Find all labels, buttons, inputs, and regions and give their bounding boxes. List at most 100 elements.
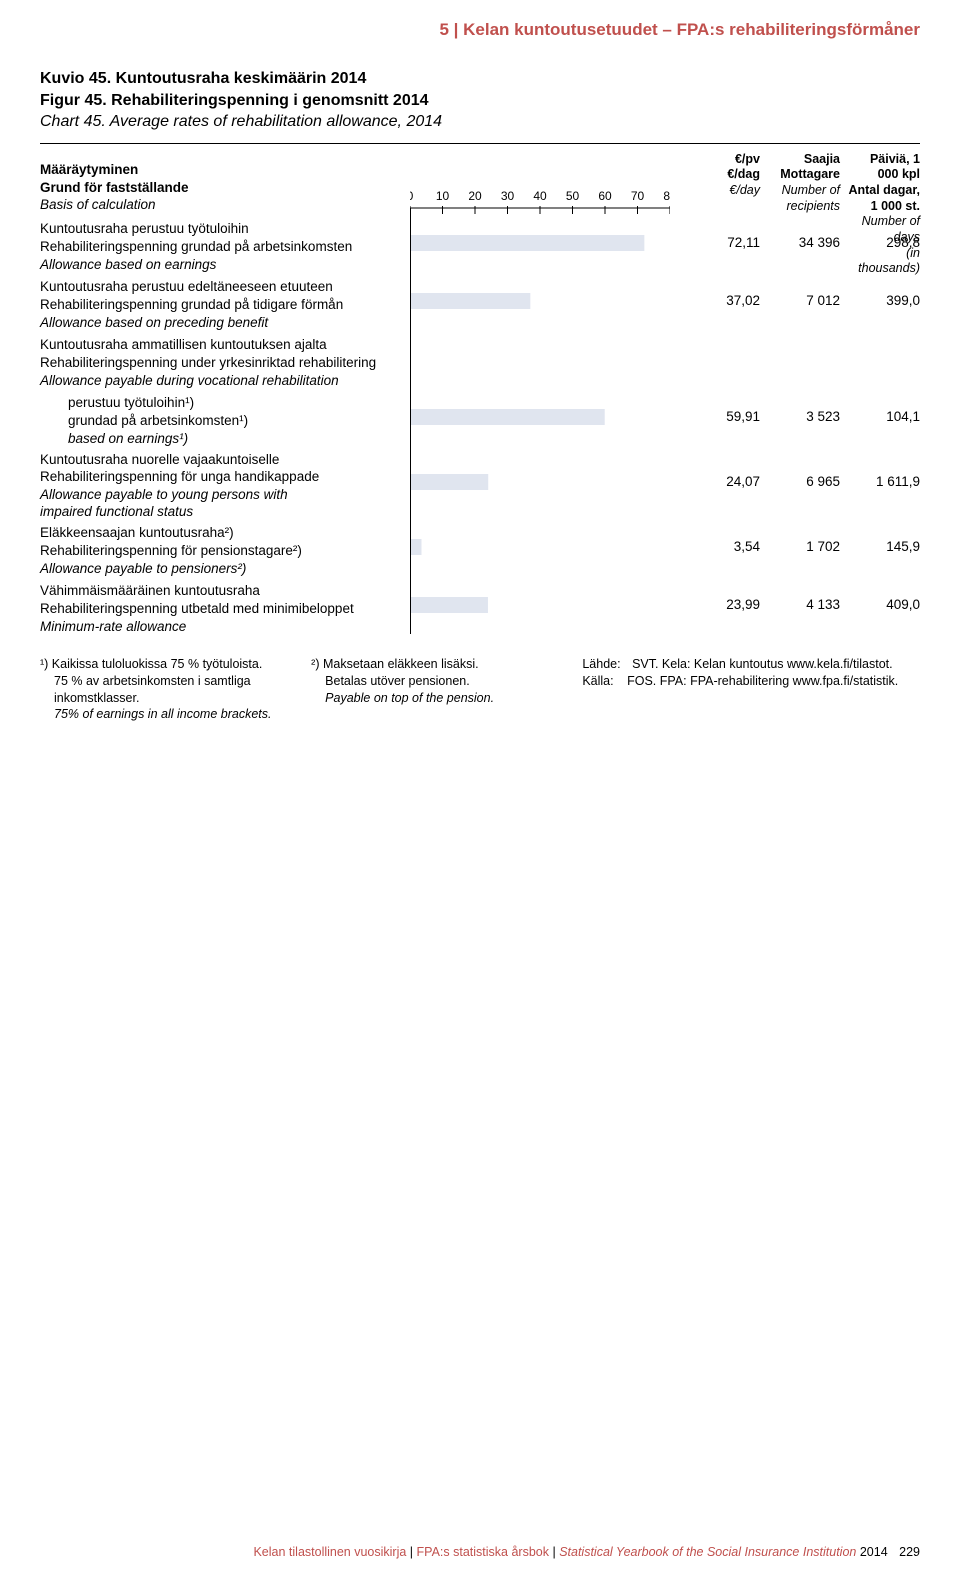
col-header-recipients: Saajia Mottagare Number of recipients (760, 152, 840, 214)
bar-chart: 01020304050607080 (410, 152, 680, 638)
row-label-4-en: Allowance payable to young persons with (40, 486, 410, 504)
row-label-0-en: Allowance based on earnings (40, 256, 410, 274)
val-eurday-5: 3,54 (680, 539, 760, 554)
hdr-rec-sv: Mottagare (766, 167, 840, 183)
data-row-2 (680, 330, 920, 388)
footnotes: ¹) Kaikissa tuloluokissa 75 % työtuloist… (40, 656, 920, 724)
data-columns-header: €/pv €/dag €/day Saajia Mottagare Number… (680, 152, 920, 214)
label-header: Määräytyminen Grund för fastställande Ba… (40, 152, 410, 218)
val-recipients-5: 1 702 (760, 539, 840, 554)
fn1-fi: ¹) Kaikissa tuloluokissa 75 % työtuloist… (40, 656, 281, 673)
row-label-5-en: Allowance payable to pensioners²) (40, 560, 410, 578)
val-recipients-4: 6 965 (760, 474, 840, 489)
val-recipients-6: 4 133 (760, 597, 840, 612)
tick-label-10: 10 (436, 189, 450, 203)
hdr-days-fi: Päiviä, 1 000 kpl (846, 152, 920, 183)
col-header-eurday: €/pv €/dag €/day (680, 152, 760, 214)
fn2-fi: ²) Maksetaan eläkkeen lisäksi. (311, 656, 552, 673)
row-label-6-en: Minimum-rate allowance (40, 618, 410, 636)
source-text-sv: FOS. FPA: FPA-rehabilitering www.fpa.fi/… (627, 674, 898, 688)
row-label-4: Kuntoutusraha nuorelle vajaakuntoiselleR… (40, 450, 410, 522)
hdr-eur-day: €/day (686, 183, 760, 199)
val-eurday-6: 23,99 (680, 597, 760, 612)
row-label-5-fi: Eläkkeensaajan kuntoutusraha²) (40, 524, 410, 542)
source-label-sv: Källa: (582, 674, 613, 688)
row-label-3-fi: perustuu työtuloihin¹) (68, 394, 410, 412)
footer-title: Kelan tilastollinen vuosikirja | FPA:s s… (253, 1545, 887, 1559)
row-label-6: Vähimmäismääräinen kuntoutusrahaRehabili… (40, 580, 410, 638)
row-label-2: Kuntoutusraha ammatillisen kuntoutuksen … (40, 334, 410, 392)
label-header-sv: Grund för fastställande (40, 179, 410, 197)
row-label-3-en: based on earnings¹) (68, 430, 410, 448)
chart-title-sv: Figur 45. Rehabiliteringspenning i genom… (40, 90, 920, 112)
val-days-6: 409,0 (840, 597, 920, 612)
fn1-en: 75% of earnings in all income brackets. (40, 706, 281, 723)
row-label-4-en2: impaired functional status (40, 503, 410, 521)
val-days-3: 104,1 (840, 409, 920, 424)
row-label-0: Kuntoutusraha perustuu työtuloihinRehabi… (40, 218, 410, 276)
page-footer: Kelan tilastollinen vuosikirja | FPA:s s… (40, 1545, 920, 1559)
row-labels: Määräytyminen Grund för fastställande Ba… (40, 152, 410, 638)
fn2-sv: Betalas utöver pensionen. (311, 673, 552, 690)
footnote-1: ¹) Kaikissa tuloluokissa 75 % työtuloist… (40, 656, 281, 724)
page-number: 229 (899, 1545, 920, 1559)
bar-5 (410, 539, 422, 555)
row-label-2-fi: Kuntoutusraha ammatillisen kuntoutuksen … (40, 336, 410, 354)
data-columns: €/pv €/dag €/day Saajia Mottagare Number… (680, 152, 920, 638)
chart-title-en: Chart 45. Average rates of rehabilitatio… (40, 111, 920, 133)
bar-0 (410, 235, 644, 251)
val-days-0: 298,8 (840, 235, 920, 250)
row-label-1-en: Allowance based on preceding benefit (40, 314, 410, 332)
hdr-rec-en1: Number of (766, 183, 840, 199)
fn2-en: Payable on top of the pension. (311, 690, 552, 707)
data-row-6: 23,994 133409,0 (680, 576, 920, 634)
val-recipients-1: 7 012 (760, 293, 840, 308)
row-label-1: Kuntoutusraha perustuu edeltäneeseen etu… (40, 276, 410, 334)
tick-label-60: 60 (598, 189, 612, 203)
val-eurday-3: 59,91 (680, 409, 760, 424)
tick-label-20: 20 (468, 189, 482, 203)
bar-4 (410, 474, 488, 490)
label-header-fi: Määräytyminen (40, 161, 410, 179)
fn1-sv: 75 % av arbetsinkomsten i samtliga inkom… (40, 673, 281, 707)
title-rule (40, 143, 920, 144)
row-label-5: Eläkkeensaajan kuntoutusraha²)Rehabilite… (40, 522, 410, 580)
row-label-2-en: Allowance payable during vocational reha… (40, 372, 410, 390)
hdr-days-sv1: Antal dagar, (846, 183, 920, 199)
val-eurday-4: 24,07 (680, 474, 760, 489)
row-label-1-sv: Rehabiliteringspenning grundad på tidiga… (40, 296, 410, 314)
row-label-1-fi: Kuntoutusraha perustuu edeltäneeseen etu… (40, 278, 410, 296)
row-label-3-sv: grundad på arbetsinkomsten¹) (68, 412, 410, 430)
hdr-days-sv2: 1 000 st. (846, 199, 920, 215)
val-days-1: 399,0 (840, 293, 920, 308)
val-eurday-0: 72,11 (680, 235, 760, 250)
hdr-eur-pv: €/pv (686, 152, 760, 168)
tick-label-0: 0 (410, 189, 414, 203)
row-label-4-fi: Kuntoutusraha nuorelle vajaakuntoiselle (40, 451, 410, 469)
row-label-6-fi: Vähimmäismääräinen kuntoutusraha (40, 582, 410, 600)
data-row-1: 37,027 012399,0 (680, 272, 920, 330)
val-recipients-0: 34 396 (760, 235, 840, 250)
bar-1 (410, 293, 530, 309)
tick-label-50: 50 (566, 189, 580, 203)
val-recipients-3: 3 523 (760, 409, 840, 424)
data-row-5: 3,541 702145,9 (680, 518, 920, 576)
row-label-4-sv: Rehabiliteringspenning för unga handikap… (40, 468, 410, 486)
bar-6 (410, 597, 488, 613)
bar-3 (410, 409, 605, 425)
hdr-rec-en2: recipients (766, 199, 840, 215)
data-row-4: 24,076 9651 611,9 (680, 446, 920, 518)
tick-label-70: 70 (631, 189, 645, 203)
row-label-6-sv: Rehabiliteringspenning utbetald med mini… (40, 600, 410, 618)
row-label-0-sv: Rehabiliteringspenning grundad på arbets… (40, 238, 410, 256)
row-label-3: perustuu työtuloihin¹)grundad på arbetsi… (40, 392, 410, 450)
row-label-5-sv: Rehabiliteringspenning för pensionstagar… (40, 542, 410, 560)
tick-label-40: 40 (533, 189, 547, 203)
hdr-eur-dag: €/dag (686, 167, 760, 183)
tick-label-30: 30 (501, 189, 515, 203)
source-label-fi: Lähde: (582, 657, 620, 671)
chart-title-fi: Kuvio 45. Kuntoutusraha keskimäärin 2014 (40, 68, 920, 90)
val-eurday-1: 37,02 (680, 293, 760, 308)
col-header-days: Päiviä, 1 000 kpl Antal dagar, 1 000 st.… (840, 152, 920, 214)
data-row-3: 59,913 523104,1 (680, 388, 920, 446)
